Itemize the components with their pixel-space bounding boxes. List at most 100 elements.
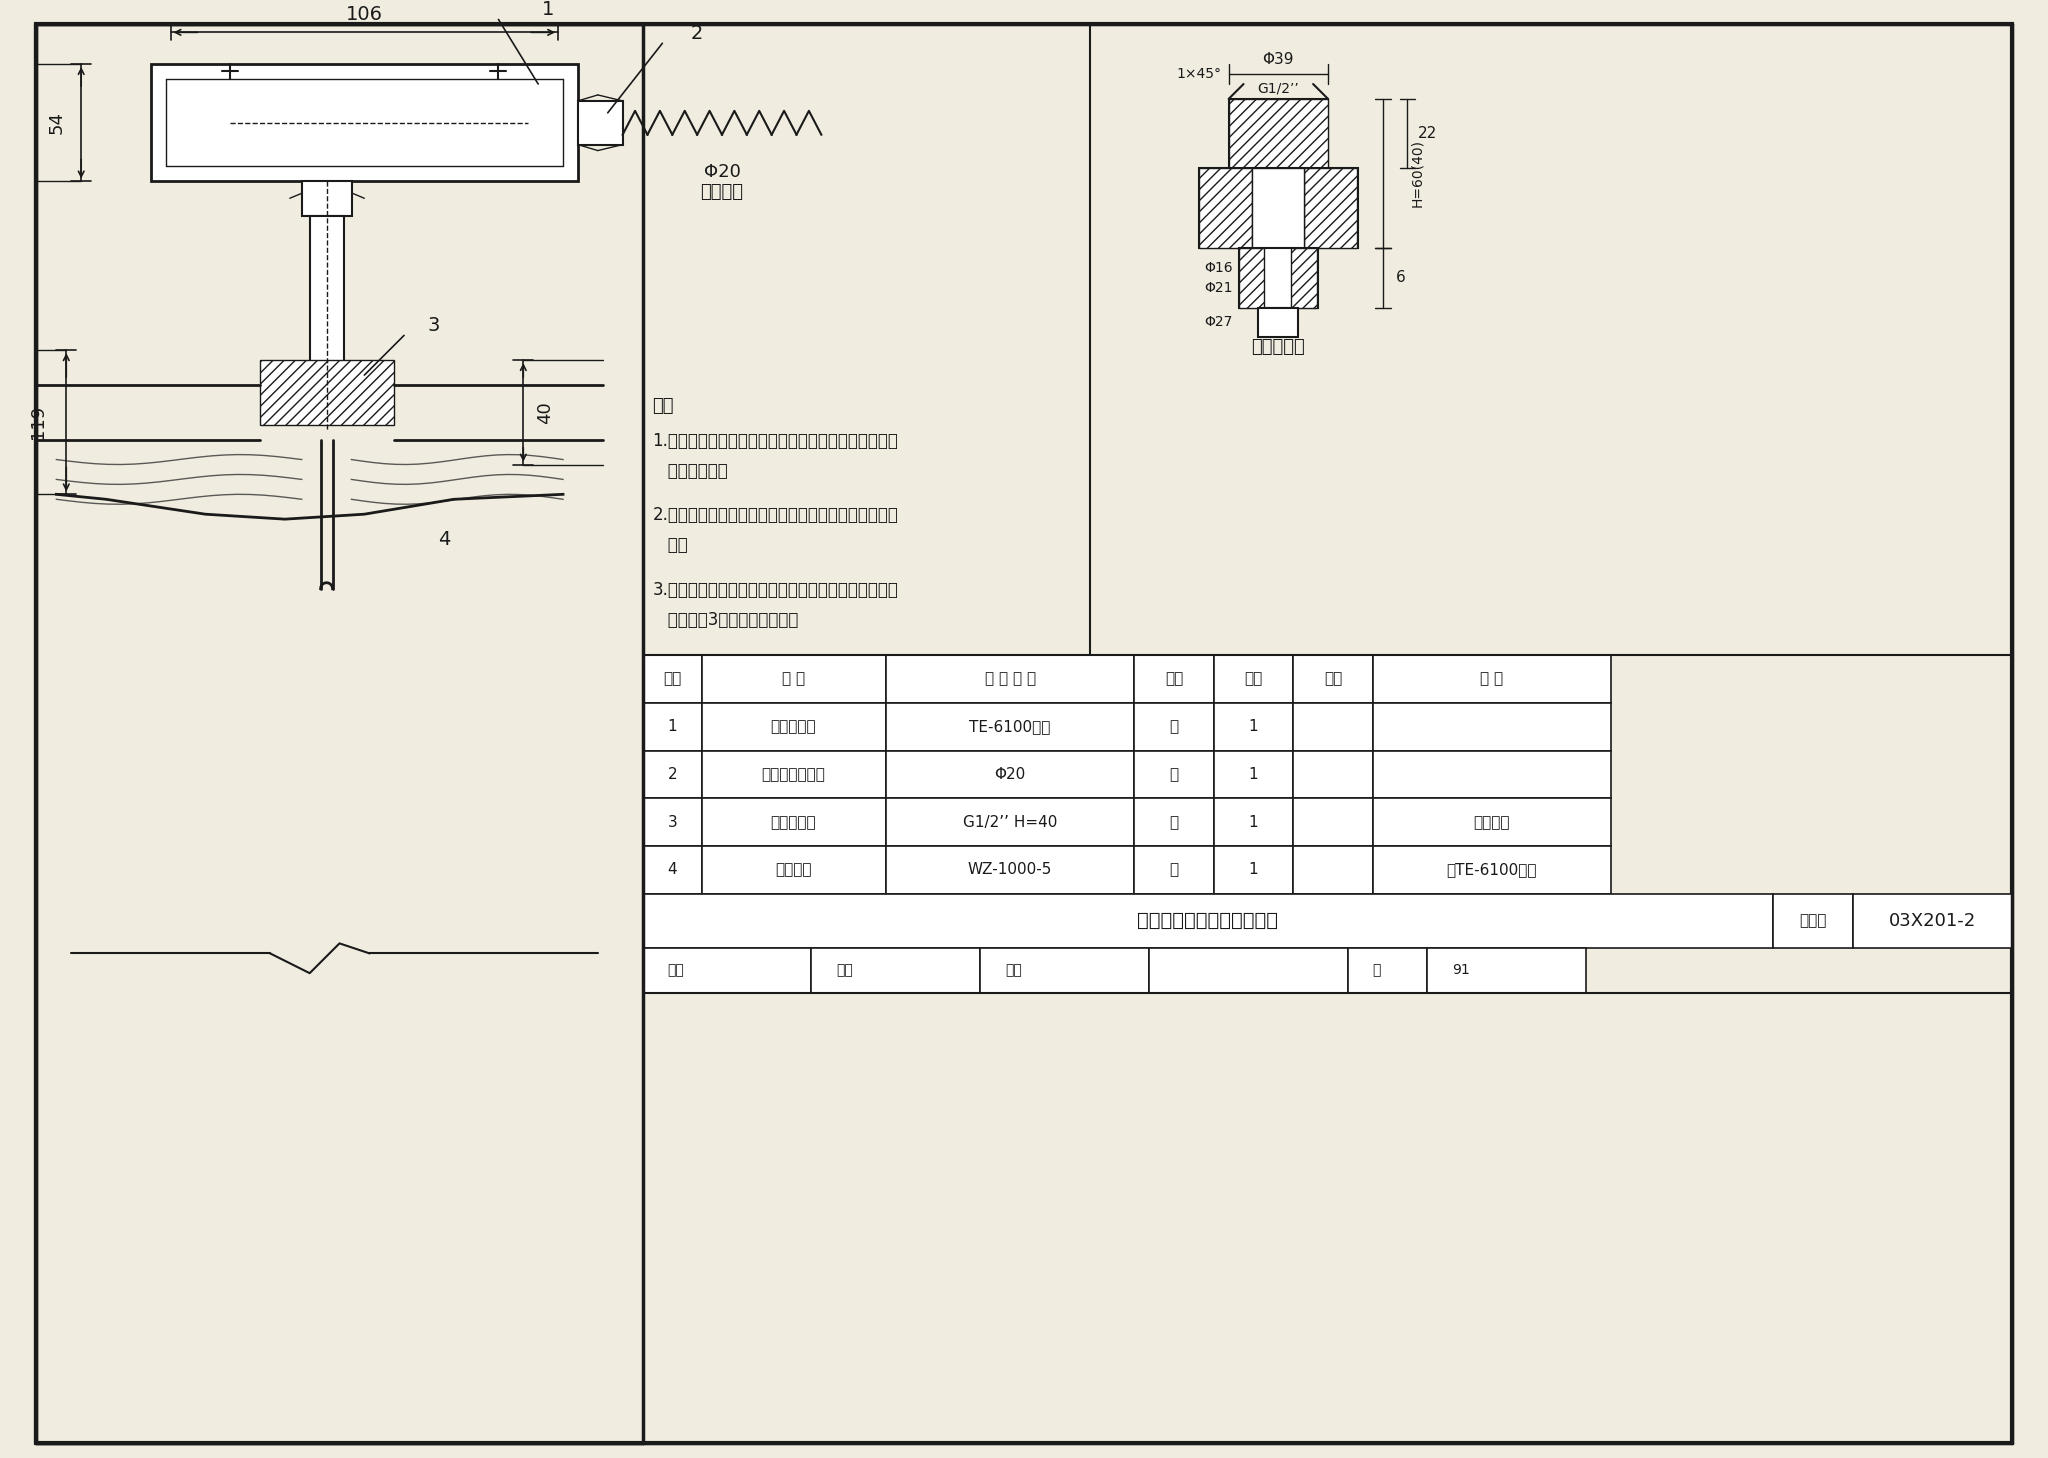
Bar [1214, 751, 1292, 799]
Text: 审核: 审核 [668, 964, 684, 977]
Bar [643, 751, 702, 799]
Bar [578, 101, 623, 144]
Bar [301, 181, 352, 216]
Text: 水温传感器: 水温传感器 [770, 719, 817, 735]
Text: 水管套管: 水管套管 [776, 862, 811, 878]
Text: 序号: 序号 [664, 672, 682, 687]
Bar [702, 703, 887, 751]
Text: 1: 1 [1249, 719, 1257, 735]
Text: 注：: 注： [653, 397, 674, 416]
Text: TE-6100系列: TE-6100系列 [969, 719, 1051, 735]
Text: Φ21: Φ21 [1204, 281, 1233, 295]
Text: 2: 2 [668, 767, 678, 781]
Bar [702, 799, 887, 846]
Text: Φ27: Φ27 [1204, 315, 1233, 330]
Bar [1135, 703, 1214, 751]
Bar [1292, 799, 1372, 846]
Bar [1292, 751, 1372, 799]
Text: 校对: 校对 [836, 964, 852, 977]
Bar [1135, 846, 1214, 894]
Text: 3: 3 [668, 815, 678, 830]
Bar [643, 799, 702, 846]
Text: 设计: 设计 [1006, 964, 1022, 977]
Bar [1214, 799, 1292, 846]
Bar [1198, 169, 1251, 248]
Bar [887, 751, 1135, 799]
Bar [702, 655, 887, 703]
Text: 22: 22 [1417, 127, 1438, 141]
Bar [1427, 948, 1587, 993]
Text: 个: 个 [1169, 815, 1178, 830]
Text: 水管温度传感器安装（一）: 水管温度传感器安装（一） [1137, 911, 1278, 930]
Bar [1348, 948, 1427, 993]
Bar [152, 64, 578, 181]
Bar [643, 948, 811, 993]
Text: 1.水管套管安装在水流能自由流动，并保证完全浸入被: 1.水管套管安装在水流能自由流动，并保证完全浸入被 [653, 432, 899, 449]
Bar [1214, 846, 1292, 894]
Bar [1135, 655, 1214, 703]
Text: 型 号 规 格: 型 号 规 格 [985, 672, 1036, 687]
Text: 直形连接头: 直形连接头 [770, 815, 817, 830]
Text: 3.水温传感器在水管上安装位置离管道阀门或弯头的距: 3.水温传感器在水管上安装位置离管道阀门或弯头的距 [653, 580, 899, 599]
Bar [1229, 99, 1327, 169]
Text: 图集号: 图集号 [1798, 913, 1827, 929]
Bar [1251, 169, 1305, 248]
Text: H=60(40): H=60(40) [1411, 140, 1425, 207]
Text: G1/2’’: G1/2’’ [1257, 82, 1298, 96]
Text: 1: 1 [1249, 767, 1257, 781]
Text: 4: 4 [668, 862, 678, 878]
Text: 4: 4 [438, 529, 451, 548]
Bar [702, 846, 887, 894]
Text: G1/2’’ H=40: G1/2’’ H=40 [963, 815, 1057, 830]
Text: 3: 3 [428, 316, 440, 335]
Text: 现场加工: 现场加工 [1475, 815, 1509, 830]
Bar [887, 799, 1135, 846]
Bar [1290, 248, 1317, 308]
Text: 出。: 出。 [653, 537, 688, 554]
Bar [1149, 948, 1348, 993]
Bar [1292, 846, 1372, 894]
Text: 个: 个 [1169, 862, 1178, 878]
Bar [1239, 248, 1319, 308]
Text: 1×45°: 1×45° [1176, 67, 1221, 82]
Text: 40: 40 [537, 401, 555, 424]
Bar [643, 655, 702, 703]
Text: 测的水流中。: 测的水流中。 [653, 462, 729, 480]
Bar [260, 360, 393, 424]
Text: 91: 91 [1452, 964, 1470, 977]
Text: Φ39: Φ39 [1262, 51, 1294, 67]
Text: 119: 119 [29, 405, 47, 439]
Bar [1292, 703, 1372, 751]
Bar [1372, 799, 1612, 846]
Text: 名 称: 名 称 [782, 672, 805, 687]
Text: 页: 页 [1372, 964, 1380, 977]
Text: 页次: 页次 [1323, 672, 1341, 687]
Text: 离不小于3倍被测水管管径。: 离不小于3倍被测水管管径。 [653, 611, 799, 628]
Bar [1372, 703, 1612, 751]
Bar [1853, 894, 2011, 948]
Bar [1214, 655, 1292, 703]
Text: 金属软管连接头: 金属软管连接头 [762, 767, 825, 781]
Bar [1198, 169, 1358, 248]
Text: 配TE-6100供货: 配TE-6100供货 [1446, 862, 1538, 878]
Bar [1372, 751, 1612, 799]
Text: 套: 套 [1169, 719, 1178, 735]
Text: 2: 2 [690, 23, 702, 42]
Bar [1292, 655, 1372, 703]
Text: 1: 1 [1249, 862, 1257, 878]
Bar [702, 751, 887, 799]
Text: 直形连接头: 直形连接头 [1251, 338, 1305, 356]
Bar [1229, 99, 1327, 169]
Bar [643, 703, 702, 751]
Bar [1305, 169, 1358, 248]
Text: WZ-1000-5: WZ-1000-5 [969, 862, 1053, 878]
Text: 2.金属软管应流有足够长度，能保证传感器可以完全取: 2.金属软管应流有足够长度，能保证传感器可以完全取 [653, 506, 899, 525]
Bar [811, 948, 981, 993]
Bar [1239, 248, 1264, 308]
Bar [1372, 846, 1612, 894]
Text: Φ20: Φ20 [995, 767, 1026, 781]
Text: 备 注: 备 注 [1481, 672, 1503, 687]
Text: 金属软管: 金属软管 [700, 184, 743, 201]
Bar [887, 655, 1135, 703]
Text: 个: 个 [1169, 767, 1178, 781]
